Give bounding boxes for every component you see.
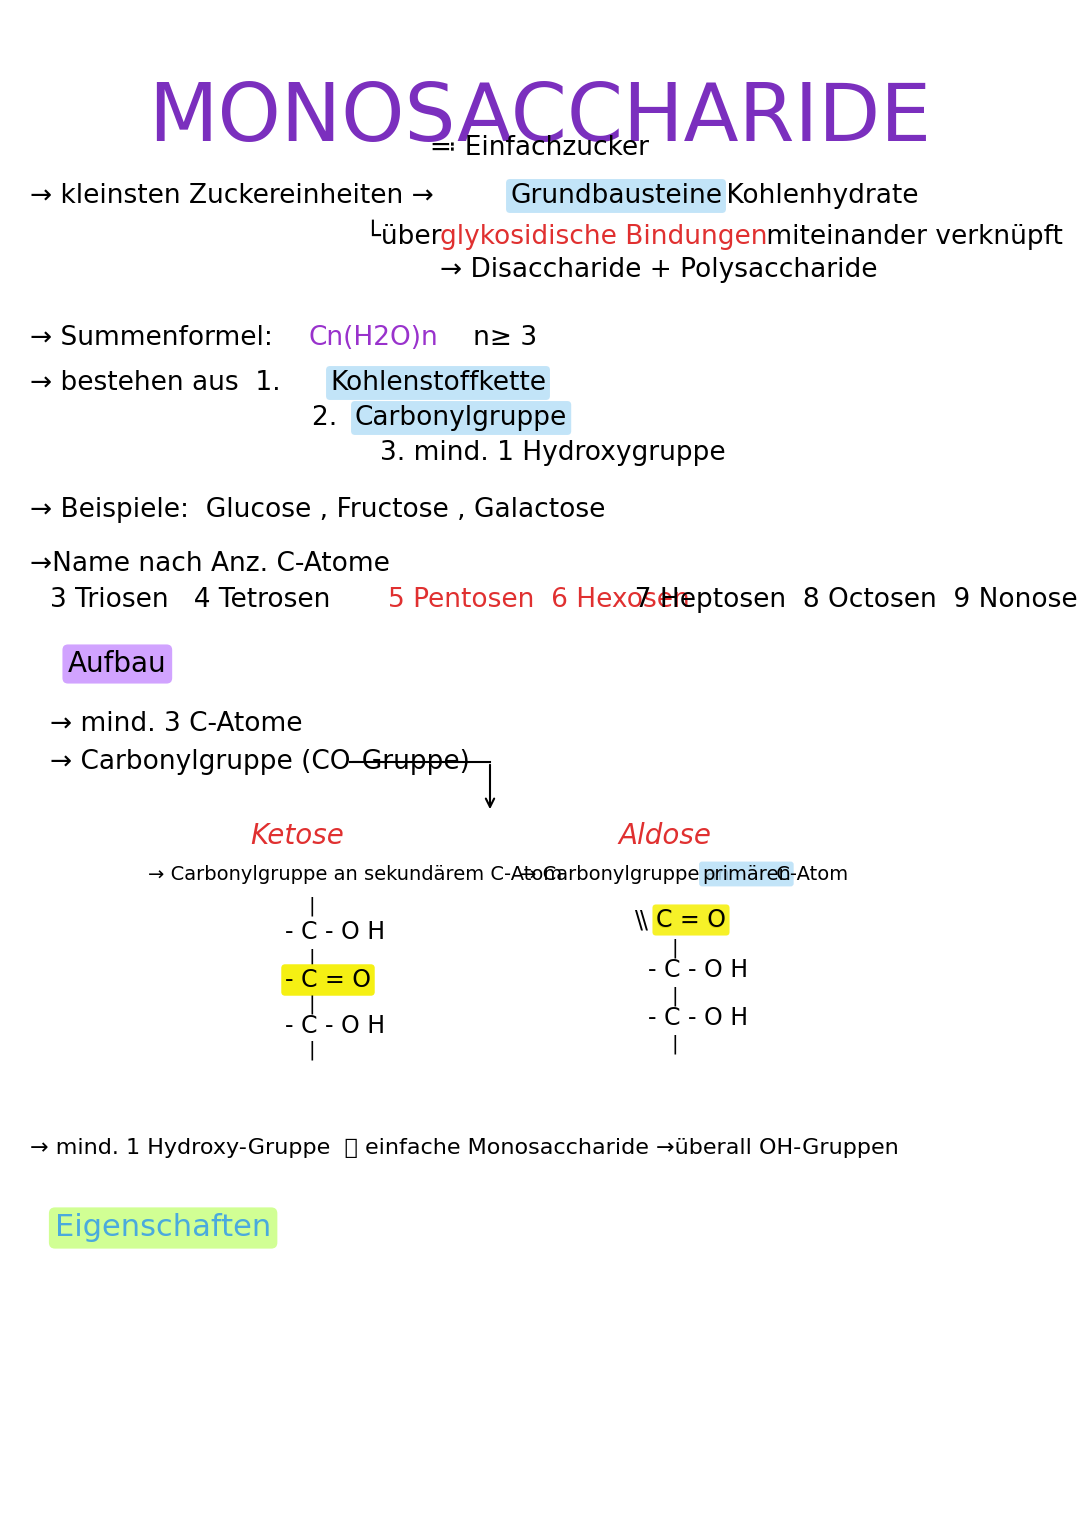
- Text: → Carbonylgruppe (CO-Gruppe): → Carbonylgruppe (CO-Gruppe): [50, 750, 470, 776]
- Text: \ C = O: \ C = O: [640, 909, 726, 931]
- Text: Carbonylgruppe: Carbonylgruppe: [355, 405, 567, 431]
- Text: MONOSACCHARIDE: MONOSACCHARIDE: [148, 79, 932, 157]
- Text: miteinander verknüpft: miteinander verknüpft: [758, 224, 1063, 250]
- Text: → Beispiele:  Glucose , Fructose , Galactose: → Beispiele: Glucose , Fructose , Galact…: [30, 496, 606, 524]
- Text: \: \: [635, 909, 643, 931]
- Text: |: |: [672, 986, 678, 1006]
- Text: Ketose: Ketose: [249, 822, 343, 851]
- Text: Grundbausteine: Grundbausteine: [510, 183, 723, 209]
- Text: Kohlenstoffkette: Kohlenstoffkette: [330, 370, 546, 395]
- Text: C-Atom: C-Atom: [770, 864, 848, 884]
- Text: Aldose: Aldose: [618, 822, 711, 851]
- Text: n≥ 3: n≥ 3: [448, 325, 537, 351]
- Text: → mind. 3 C-Atome: → mind. 3 C-Atome: [50, 712, 302, 738]
- Text: glykosidische Bindungen: glykosidische Bindungen: [440, 224, 768, 250]
- Text: → Summenformel:: → Summenformel:: [30, 325, 281, 351]
- Text: |: |: [309, 948, 315, 968]
- Text: → mind. 1 Hydroxy-Gruppe  💡 einfache Monosaccharide →überall OH-Gruppen: → mind. 1 Hydroxy-Gruppe 💡 einfache Mono…: [30, 1138, 899, 1157]
- Text: 7 Heptosen  8 Octosen  9 Nonosen: 7 Heptosen 8 Octosen 9 Nonosen: [618, 586, 1080, 612]
- Text: |: |: [309, 994, 315, 1014]
- Text: 2.: 2.: [312, 405, 346, 431]
- Text: primären: primären: [702, 864, 791, 884]
- Text: → kleinsten Zuckereinheiten →: → kleinsten Zuckereinheiten →: [30, 183, 442, 209]
- Text: - C - O H: - C - O H: [648, 957, 748, 982]
- Text: |: |: [309, 896, 315, 916]
- Text: 3. mind. 1 Hydroxygruppe: 3. mind. 1 Hydroxygruppe: [380, 440, 726, 466]
- Text: ≕ Einfachzucker: ≕ Einfachzucker: [431, 134, 649, 160]
- Text: → Carbonylgruppe an sekundärem C-Atom: → Carbonylgruppe an sekundärem C-Atom: [148, 864, 563, 884]
- Text: - C - O H: - C - O H: [285, 1014, 386, 1038]
- Text: - C = O: - C = O: [285, 968, 372, 993]
- Text: C = O: C = O: [656, 909, 726, 931]
- Text: |: |: [309, 1040, 315, 1060]
- Text: - C - O H: - C - O H: [648, 1006, 748, 1031]
- Text: - C = O: - C = O: [285, 968, 372, 993]
- Text: Eigenschaften: Eigenschaften: [55, 1214, 271, 1243]
- Text: Cn(H2O)n: Cn(H2O)n: [308, 325, 437, 351]
- Text: → bestehen aus  1.: → bestehen aus 1.: [30, 370, 289, 395]
- Text: →Name nach Anz. C-Atome: →Name nach Anz. C-Atome: [30, 551, 390, 577]
- Text: 5 Pentosen  6 Hexosen: 5 Pentosen 6 Hexosen: [388, 586, 690, 612]
- Text: Aufbau: Aufbau: [68, 651, 166, 678]
- Text: |: |: [672, 938, 678, 957]
- Text: → Carbonylgruppe an: → Carbonylgruppe an: [519, 864, 735, 884]
- Text: └über: └über: [365, 224, 450, 250]
- Text: Kohlenhydrate: Kohlenhydrate: [718, 183, 918, 209]
- Text: - C - O H: - C - O H: [285, 919, 386, 944]
- Text: → Disaccharide + Polysaccharide: → Disaccharide + Polysaccharide: [440, 257, 877, 282]
- Text: 3 Triosen   4 Tetrosen: 3 Triosen 4 Tetrosen: [50, 586, 347, 612]
- Text: |: |: [672, 1034, 678, 1054]
